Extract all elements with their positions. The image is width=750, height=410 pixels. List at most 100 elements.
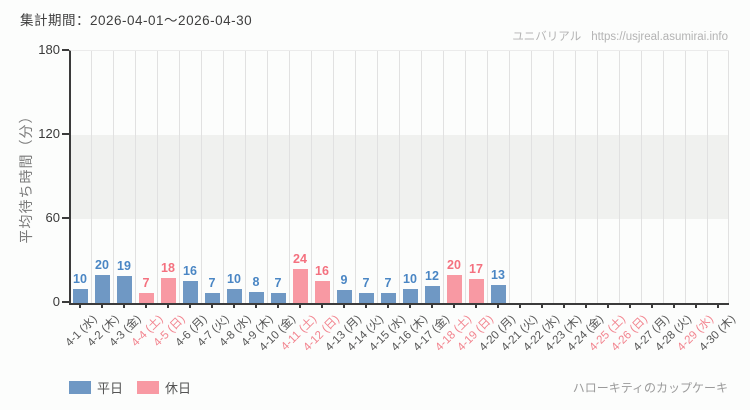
bar-value-label: 10 [227, 272, 241, 286]
gridline [443, 51, 444, 303]
x-axis-tick [321, 304, 323, 308]
gridline [355, 51, 356, 303]
legend: 平日 休日 [69, 378, 191, 397]
gridline [553, 51, 554, 303]
bar [138, 293, 154, 303]
legend-label-weekday: 平日 [97, 381, 124, 396]
bar-value-label: 17 [469, 262, 483, 277]
y-band-60-120 [71, 135, 729, 219]
bar [358, 293, 374, 303]
bar [116, 276, 132, 303]
bar-value-label: 24 [293, 252, 307, 267]
x-axis-tick [101, 304, 103, 308]
x-axis-tick [277, 304, 279, 308]
bar-value-label: 16 [315, 263, 329, 278]
gridline [685, 51, 686, 303]
x-axis-tick [563, 304, 565, 308]
gridline [575, 51, 576, 303]
bar-value-label: 7 [384, 276, 392, 291]
bar-value-label: 7 [362, 276, 370, 291]
bar [160, 277, 176, 303]
y-tick-label: 120 [38, 126, 60, 141]
gridline [267, 51, 268, 303]
y-tick-label: 60 [45, 210, 60, 225]
bar-value-label: 19 [117, 259, 131, 274]
x-axis-tick [211, 304, 213, 308]
gridline [399, 51, 400, 303]
gridline [333, 51, 334, 303]
gridline [201, 51, 202, 303]
x-axis-tick [299, 304, 301, 308]
legend-swatch-holiday [137, 381, 160, 394]
gridline [223, 51, 224, 303]
bar [226, 289, 242, 303]
bar-value-label: 18 [161, 260, 175, 275]
bar [402, 289, 418, 303]
x-axis-tick [475, 304, 477, 308]
gridline [531, 51, 532, 303]
gridline [728, 51, 729, 303]
y-axis-tick [62, 133, 69, 135]
bar [270, 293, 286, 303]
y-axis-title: 平均待ち時間（分） [18, 108, 34, 244]
bar [424, 286, 440, 303]
gridline [289, 51, 290, 303]
y-tick-label: 180 [38, 42, 60, 57]
bar [468, 279, 484, 303]
y-axis-tick [62, 49, 69, 51]
gridline [377, 51, 378, 303]
bar [292, 269, 308, 303]
site-name: ユニバリアル [512, 31, 582, 43]
gridline [619, 51, 620, 303]
gridline [509, 51, 510, 303]
x-axis-tick [695, 304, 697, 308]
gridline [641, 51, 642, 303]
x-axis-tick [145, 304, 147, 308]
x-axis-tick [607, 304, 609, 308]
legend-swatch-weekday [69, 381, 91, 394]
gridline [707, 51, 708, 303]
x-axis-tick [651, 304, 653, 308]
site-url[interactable]: https://usjreal.asumirai.info [591, 31, 728, 43]
bar [314, 280, 330, 303]
bar-value-label: 12 [425, 269, 439, 284]
bar [446, 275, 462, 303]
bar-value-label: 9 [340, 273, 348, 288]
y-tick-label: 0 [52, 294, 60, 309]
bar [204, 293, 220, 303]
bar-value-label: 16 [183, 263, 197, 278]
gridline [91, 51, 92, 303]
x-axis-tick [629, 304, 631, 308]
gridline [465, 51, 466, 303]
bar-value-label: 10 [403, 272, 417, 286]
bar-value-label: 10 [73, 272, 87, 286]
bar [72, 289, 88, 303]
report-period-label: 集計期間：2026-04-01〜2026-04-30 [20, 13, 253, 28]
bar [380, 293, 396, 303]
y-axis-tick [62, 217, 69, 219]
bar-value-label: 20 [95, 258, 109, 272]
legend-item-weekday[interactable]: 平日 [69, 378, 123, 397]
gridline [597, 51, 598, 303]
bar-value-label: 8 [252, 274, 260, 289]
bar-value-label: 7 [208, 276, 216, 291]
gridline [421, 51, 422, 303]
gridline [179, 51, 180, 303]
gridline [487, 51, 488, 303]
bar-value-label: 20 [447, 258, 461, 272]
x-axis-tick [673, 304, 675, 308]
x-axis-tick [233, 304, 235, 308]
gridline [663, 51, 664, 303]
x-axis-tick [541, 304, 543, 308]
bar-value-label: 7 [274, 276, 282, 291]
x-axis-tick [255, 304, 257, 308]
x-axis-tick [123, 304, 125, 308]
bar [94, 275, 110, 303]
legend-item-holiday[interactable]: 休日 [137, 378, 191, 397]
y-axis-tick [62, 301, 69, 303]
gridline [311, 51, 312, 303]
x-axis-tick [717, 304, 719, 308]
x-axis-tick [167, 304, 169, 308]
x-axis-tick [189, 304, 191, 308]
